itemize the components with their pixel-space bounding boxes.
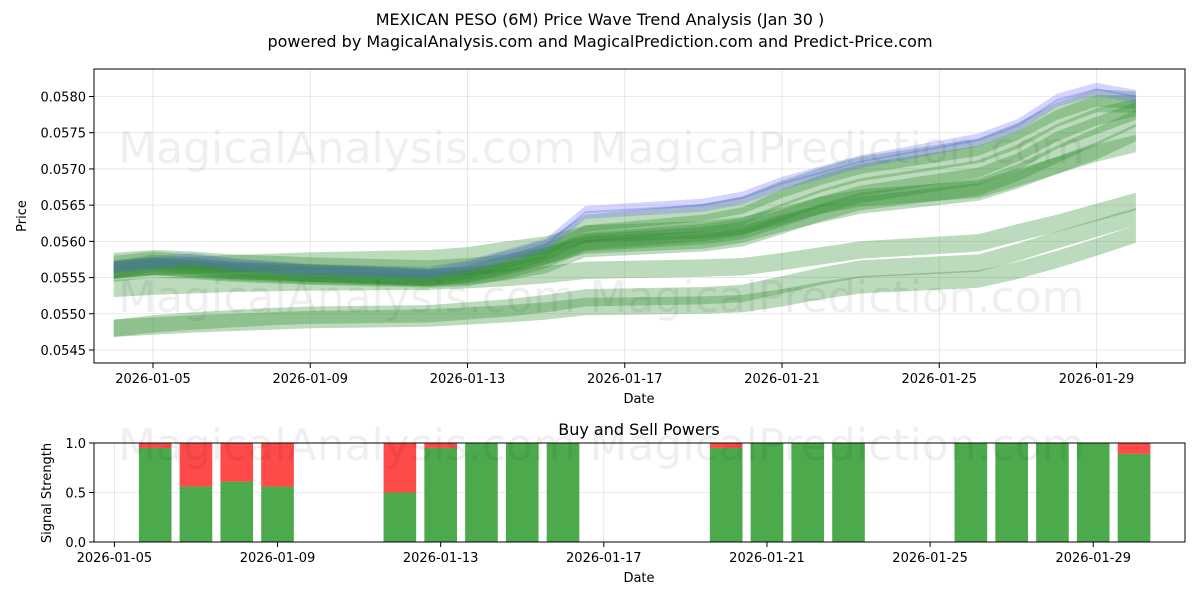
chart-title-line1: MEXICAN PESO (6M) Price Wave Trend Analy… <box>376 10 825 29</box>
buy-bar <box>546 443 580 542</box>
buy-bar <box>261 486 294 542</box>
buy-sell-y-tick-label: 1.0 <box>65 437 86 452</box>
sell-bar <box>179 443 213 487</box>
price-x-tick-label: 2026-01-13 <box>430 372 506 387</box>
buy-bar <box>750 443 784 542</box>
sell-bar <box>424 443 457 448</box>
wave-band <box>113 134 1136 279</box>
wave-band <box>113 98 1136 287</box>
buy-bar <box>179 486 213 542</box>
buy-sell-x-tick-label: 2026-01-21 <box>729 551 805 566</box>
buy-bar <box>832 443 865 542</box>
price-x-axis-label: Date <box>623 392 654 407</box>
price-y-axis-label: Price <box>15 200 30 232</box>
price-x-tick-label: 2026-01-05 <box>115 372 191 387</box>
price-x-tick-label: 2026-01-29 <box>1059 372 1135 387</box>
price-y-tick-label: 0.0550 <box>41 308 87 323</box>
buy-bar <box>1076 443 1110 542</box>
buy-sell-y-tick-label: 0.5 <box>65 487 86 502</box>
price-x-tick-label: 2026-01-25 <box>901 372 977 387</box>
watermark-prediction-bottom: MagicalPrediction.com <box>590 420 1085 471</box>
sell-bar <box>709 443 743 448</box>
buy-sell-chart: Buy and Sell Powers MagicalAnalysis.com … <box>40 420 1186 586</box>
buy-bar <box>424 447 457 542</box>
price-y-tick-label: 0.0560 <box>41 235 87 250</box>
sell-bar <box>261 443 294 487</box>
chart-title-line2: powered by MagicalAnalysis.com and Magic… <box>267 32 932 51</box>
buy-sell-x-tick-label: 2026-01-25 <box>892 551 968 566</box>
price-y-ticks: 0.0545 0.0550 0.0555 0.0560 0.0565 0.0570 0.05… <box>41 91 94 359</box>
buy-bar <box>791 443 825 542</box>
price-plot-frame <box>93 68 1186 364</box>
buy-sell-x-axis-label: Date <box>623 571 654 586</box>
wave-band <box>113 124 1136 278</box>
buy-bar <box>505 443 539 542</box>
watermark-prediction-top-2: MagicalPrediction.com <box>590 272 1085 323</box>
buy-bar <box>138 447 172 542</box>
price-x-tick-label: 2026-01-09 <box>272 372 348 387</box>
buy-sell-title: Buy and Sell Powers <box>558 420 720 439</box>
watermark-analysis-bottom: MagicalAnalysis.com <box>118 420 576 471</box>
watermark-analysis-top-2: MagicalAnalysis.com <box>118 272 576 323</box>
buy-sell-bars <box>138 443 1151 542</box>
sell-bar <box>383 443 417 493</box>
wave-band <box>113 89 1136 285</box>
price-y-tick-label: 0.0565 <box>41 199 87 214</box>
wave-bands <box>113 89 1136 337</box>
buy-sell-x-tick-label: 2026-01-05 <box>77 551 153 566</box>
buy-bar <box>995 443 1028 542</box>
buy-bar <box>220 481 254 542</box>
buy-bar <box>1117 453 1151 542</box>
buy-bar <box>383 492 417 542</box>
wave-band <box>113 102 1136 288</box>
wave-band <box>113 109 1136 287</box>
buy-sell-x-ticks: 2026-01-05 2026-01-09 2026-01-13 2026-01-17… <box>77 542 1131 566</box>
buy-sell-x-tick-label: 2026-01-13 <box>403 551 479 566</box>
price-x-tick-label: 2026-01-17 <box>587 372 663 387</box>
buy-bar <box>465 443 498 542</box>
price-y-tick-label: 0.0545 <box>41 344 87 359</box>
price-line <box>113 88 1137 275</box>
buy-bar <box>709 447 743 542</box>
wave-band <box>113 192 1136 298</box>
sell-bar <box>1117 443 1151 454</box>
price-series <box>113 82 1137 280</box>
buy-sell-x-tick-label: 2026-01-29 <box>1055 551 1131 566</box>
buy-sell-y-tick-label: 0.0 <box>65 536 86 551</box>
price-grid <box>94 69 1185 363</box>
price-wave-chart: MagicalAnalysis.com MagicalPrediction.co… <box>15 68 1186 407</box>
buy-bar <box>1036 443 1069 542</box>
buy-sell-y-ticks: 0.0 0.5 1.0 <box>65 437 94 551</box>
watermark-analysis-top-1: MagicalAnalysis.com <box>118 123 576 174</box>
wave-band <box>113 225 1136 337</box>
price-y-tick-label: 0.0575 <box>41 127 87 142</box>
buy-sell-x-tick-label: 2026-01-17 <box>566 551 642 566</box>
wave-band <box>113 95 1136 287</box>
sell-bar <box>220 443 254 482</box>
buy-sell-x-tick-label: 2026-01-09 <box>240 551 316 566</box>
watermark-prediction-top-1: MagicalPrediction.com <box>590 123 1085 174</box>
buy-bar <box>954 443 988 542</box>
price-x-tick-label: 2026-01-21 <box>744 372 820 387</box>
price-x-ticks: 2026-01-05 2026-01-09 2026-01-13 2026-01-17… <box>115 363 1134 387</box>
buy-sell-y-axis-label: Signal Strength <box>40 443 55 543</box>
price-y-tick-label: 0.0570 <box>41 163 87 178</box>
price-band <box>113 82 1136 280</box>
sell-bar <box>138 443 172 448</box>
wave-band <box>113 208 1136 337</box>
price-y-tick-label: 0.0580 <box>41 91 87 106</box>
price-y-tick-label: 0.0555 <box>41 272 87 287</box>
